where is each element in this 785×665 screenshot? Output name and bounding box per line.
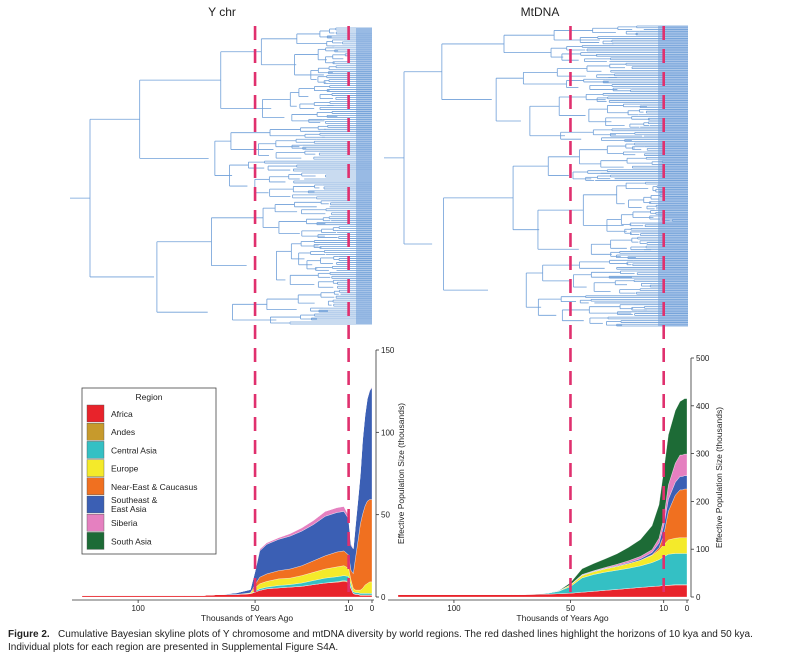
y-chr-y-tick-label: 100 <box>381 428 395 437</box>
y-chr-y-tick-label: 50 <box>381 511 390 520</box>
legend-item: Africa <box>86 404 133 423</box>
caption-label: Figure 2. <box>8 629 50 640</box>
y-chr-tree <box>70 27 372 325</box>
legend-label: Europe <box>111 464 139 474</box>
y-chr-area-south-asia <box>82 386 373 596</box>
legend-label: Andes <box>111 427 135 437</box>
mtdna-y-tick-label: 400 <box>696 402 710 411</box>
y-chr-y-axis-label: Effective Population Size (thousands) <box>396 403 406 544</box>
legend-item: Siberia <box>86 514 138 532</box>
y-chr-y-axis: 0 50 100 150 Effective Population Size (thou… <box>375 346 406 602</box>
caption-text: Cumulative Bayesian skyline plots of Y c… <box>8 629 753 653</box>
legend-swatch <box>86 423 105 441</box>
y-chr-y-tick-label: 0 <box>381 593 386 602</box>
y-chr-x-axis-label: Thousands of Years Ago <box>201 613 293 623</box>
legend-swatch <box>86 441 105 459</box>
legend-swatch <box>86 514 105 532</box>
legend-swatch <box>86 495 105 514</box>
mtdna-x-tick-label: 50 <box>566 604 575 613</box>
legend-swatch <box>86 477 105 495</box>
legend: Region Africa Andes Central Asia Europe Near… <box>81 387 217 555</box>
legend-item: Near-East & Caucasus <box>86 477 197 495</box>
legend-item: Central Asia <box>86 441 157 459</box>
legend-label: Near-East & Caucasus <box>111 482 197 492</box>
mtdna-title: MtDNA <box>521 5 560 19</box>
legend-label: East Asia <box>111 504 147 514</box>
mtdna-y-tick-label: 500 <box>696 354 710 363</box>
mtdna-y-tick-label: 100 <box>696 545 710 554</box>
y-chr-title: Y chr <box>208 5 236 19</box>
legend-label: Siberia <box>111 518 138 528</box>
y-chr-x-tick-label: 10 <box>344 604 353 613</box>
legend-label: South Asia <box>111 536 152 546</box>
y-chr-x-tick-label: 50 <box>251 604 260 613</box>
legend-item: Southeast &East Asia <box>86 495 158 514</box>
mtdna-y-axis-label: Effective Population Size (thousands) <box>714 407 724 548</box>
mtdna-x-tick-label: 10 <box>659 604 668 613</box>
mtdna-y-tick-label: 300 <box>696 450 710 459</box>
legend-swatch <box>86 532 105 550</box>
y-chr-y-tick-label: 150 <box>381 346 395 355</box>
legend-label: Southeast & <box>111 495 158 505</box>
figure-caption: Figure 2. Cumulative Bayesian skyline pl… <box>8 628 778 654</box>
y-chr-x-tick-label: 100 <box>131 604 145 613</box>
mtdna-x-tick-label: 0 <box>685 604 690 613</box>
legend-item: South Asia <box>86 532 152 550</box>
mtdna-tree <box>384 25 688 327</box>
mtdna-y-tick-label: 200 <box>696 497 710 506</box>
legend-label: Africa <box>111 409 133 419</box>
mtdna-x-tick-label: 100 <box>447 604 461 613</box>
mtdna-y-axis: 0 100 200 300 400 500 Effective Population Siz… <box>690 354 724 602</box>
legend-label: Central Asia <box>111 445 157 455</box>
phylogenetic-trees <box>70 25 688 327</box>
legend-item: Andes <box>86 423 135 441</box>
legend-swatch <box>86 459 105 477</box>
mtdna-area-south-asia <box>398 398 688 595</box>
y-chr-x-tick-label: 0 <box>370 604 375 613</box>
legend-item: Europe <box>86 459 139 477</box>
legend-title: Region <box>136 392 163 402</box>
mtdna-x-axis-label: Thousands of Years Ago <box>516 613 608 623</box>
legend-swatch <box>86 404 105 423</box>
mtdna-y-tick-label: 0 <box>696 593 701 602</box>
